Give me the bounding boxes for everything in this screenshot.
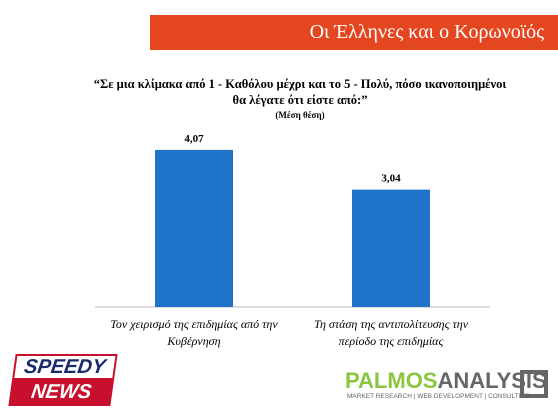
- logo-icon: [520, 370, 548, 398]
- logo-text: NEWS: [29, 381, 93, 403]
- x-tick-label: Τη στάση της αντιπολίτευσης την περίοδο …: [313, 317, 469, 348]
- x-tick-label: Τον χειρισμό της επιδημίας από την Κυβέρ…: [110, 317, 278, 348]
- bar: [155, 149, 233, 307]
- bar: [352, 189, 430, 307]
- value-label: 4,07: [184, 133, 204, 145]
- logo-text: PALMOS: [345, 368, 438, 393]
- banner: Οι Έλληνες και ο Κορωνοϊός: [150, 15, 558, 50]
- logo-tagline: MARKET RESEARCH | WEB DEVELOPMENT | CONS…: [347, 393, 531, 400]
- logo-text: SPEEDY: [14, 356, 116, 378]
- chart-title: “Σε μια κλίμακα από 1 - Καθόλου μέχρι κα…: [93, 77, 507, 107]
- palmos-logo: PALMOSANALYSIS: [345, 368, 547, 394]
- value-label: 3,04: [381, 173, 401, 185]
- chart-subtitle: (Μέση θέση): [275, 110, 325, 120]
- speedy-logo: SPEEDY NEWS: [8, 354, 118, 406]
